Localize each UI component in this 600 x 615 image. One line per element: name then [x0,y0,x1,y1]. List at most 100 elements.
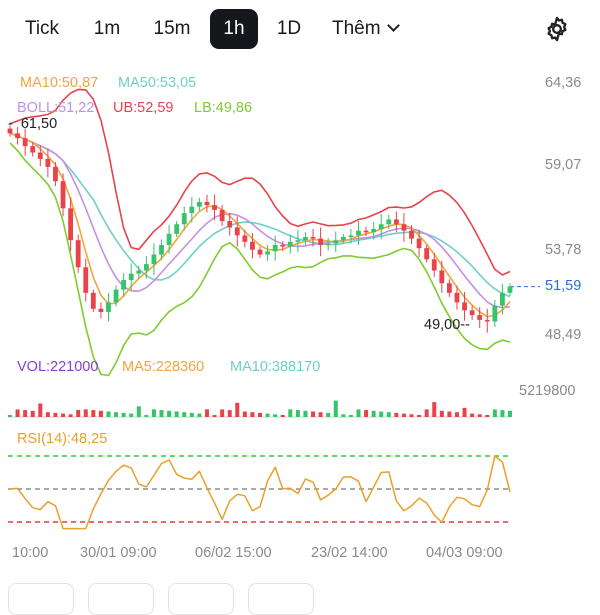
ma10-line [9,132,511,318]
volume-bar [401,413,406,417]
volume-bar [364,410,369,417]
candle [250,241,255,250]
tab-15m[interactable]: 15m [153,18,191,39]
candle [439,270,445,284]
candle [159,244,164,255]
candle [174,224,180,234]
candle [363,230,369,233]
volume-bar [220,409,225,417]
candle [90,292,96,309]
tab-1m[interactable]: 1m [93,18,121,39]
volume-bar [38,403,43,417]
tab-tick[interactable]: Tick [24,18,60,39]
volume-bar [500,410,505,417]
volume-bar [121,412,126,417]
bottom-button[interactable] [88,583,154,615]
candle [348,235,354,237]
low-value: 49,00 [424,317,461,333]
tab-1h[interactable]: 1h [210,9,258,49]
candle [219,209,225,222]
candle [469,310,475,316]
candle [265,251,270,255]
candle [30,146,36,153]
gear-icon[interactable] [543,15,571,43]
volume-bar [114,412,119,417]
price-chart[interactable] [0,0,600,600]
volume-bar [311,411,316,417]
volume-bar [295,410,300,417]
volume-bar [45,412,50,417]
candle [45,158,51,167]
volume-bar [91,410,96,417]
more-dropdown[interactable]: Thêm [332,9,400,49]
legend-ma10: MA10:50,87 [20,75,99,91]
tab-1d[interactable]: 1D [276,18,302,39]
candle [318,238,324,245]
candle [68,208,74,241]
candle [53,166,58,182]
volume-bar [106,411,111,417]
candle [113,289,119,303]
candle [7,128,13,134]
candle [242,235,248,242]
candle [356,230,361,236]
candle [196,201,202,207]
volume-bar [235,402,240,417]
candle [325,243,331,245]
volume-bar [356,409,361,417]
candle [60,181,66,209]
volume-bar [30,410,35,417]
candle [507,286,513,293]
legend-rsi: RSI(14):48,25 [17,431,108,447]
candle [484,319,490,322]
volume-bar [15,409,20,417]
volume-bar [159,410,164,417]
volume-bar [8,415,12,417]
volume-bar [151,409,156,417]
bottom-button[interactable] [168,583,234,615]
volume-bar [447,411,452,417]
lower-band-line [9,142,511,377]
volume-bar [394,412,399,417]
volume-bar [439,410,444,417]
candle [295,240,301,242]
candle [106,302,111,312]
volume-axis-label: 5219800 [519,383,576,399]
candle [333,240,339,244]
volume-bar [379,411,384,417]
volume-bar [508,410,512,417]
legend-ub: UB:52,59 [113,100,174,116]
volume-bar [174,411,179,417]
candle [409,230,414,239]
x-axis-label: 23/02 14:00 [311,545,388,561]
candle [227,221,233,228]
candle [416,238,422,249]
candle [83,267,89,293]
volume-bar [432,402,437,417]
bottom-button[interactable] [248,583,314,615]
volume-bar [485,415,490,417]
volume-bar [242,411,247,417]
candle [257,249,263,255]
volume-bar [212,415,217,417]
candle [500,292,505,306]
candle [189,206,195,214]
volume-bar [492,409,497,417]
volume-bar [98,410,103,417]
volume-bar [167,410,172,417]
candle [287,241,293,247]
candle [424,248,430,260]
price-axis-label: 53,78 [545,242,582,258]
candle [280,244,286,247]
volume-bar [326,412,331,417]
price-axis-label: 59,07 [545,157,582,173]
bottom-button[interactable] [8,583,74,615]
legend-ma50: MA50:53,05 [118,75,197,91]
volume-bar [386,412,391,417]
candle [151,254,157,265]
volume-bar [68,414,73,417]
volume-bar [280,415,285,417]
volume-bar [303,410,308,417]
candle [143,264,149,271]
candle [378,224,384,230]
